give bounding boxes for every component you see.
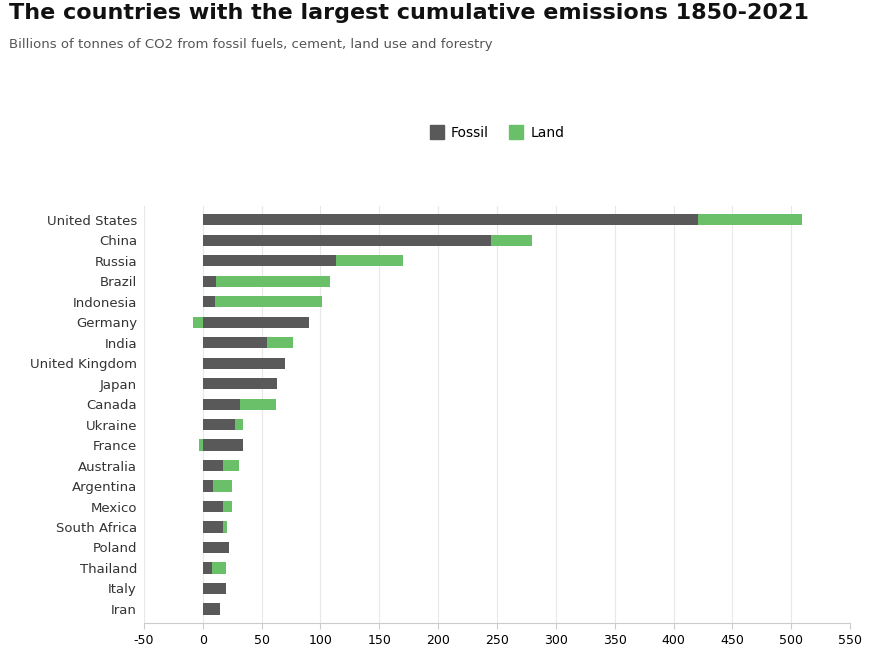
Bar	[222, 521, 228, 532]
Bar	[214, 481, 232, 492]
Bar	[215, 276, 330, 287]
Bar	[336, 255, 403, 267]
Bar	[202, 440, 242, 451]
Bar	[202, 317, 309, 328]
Bar	[202, 603, 221, 615]
Bar	[202, 337, 268, 348]
Bar	[215, 296, 322, 308]
Bar	[202, 419, 235, 430]
Bar	[212, 562, 227, 573]
Bar	[202, 562, 212, 573]
Bar	[202, 214, 698, 225]
Bar	[241, 398, 276, 410]
Bar	[202, 583, 227, 594]
Bar	[202, 501, 222, 512]
Bar	[202, 296, 215, 308]
Legend: Fossil, Land: Fossil, Land	[425, 121, 569, 146]
Bar	[202, 481, 214, 492]
Bar	[222, 501, 232, 512]
Bar	[202, 235, 491, 246]
Text: Billions of tonnes of CO2 from fossil fuels, cement, land use and forestry: Billions of tonnes of CO2 from fossil fu…	[9, 38, 493, 52]
Bar	[202, 460, 222, 471]
Bar	[698, 214, 802, 225]
Bar	[202, 542, 228, 553]
Bar	[268, 337, 293, 348]
Text: The countries with the largest cumulative emissions 1850-2021: The countries with the largest cumulativ…	[9, 3, 808, 23]
Bar	[202, 255, 336, 267]
Bar	[491, 235, 532, 246]
Bar	[202, 521, 222, 532]
Bar	[222, 460, 239, 471]
Bar	[235, 419, 242, 430]
Bar	[202, 276, 215, 287]
Bar	[202, 398, 241, 410]
Bar	[202, 378, 277, 389]
Bar	[194, 317, 202, 328]
Bar	[199, 440, 202, 451]
Bar	[202, 357, 285, 369]
